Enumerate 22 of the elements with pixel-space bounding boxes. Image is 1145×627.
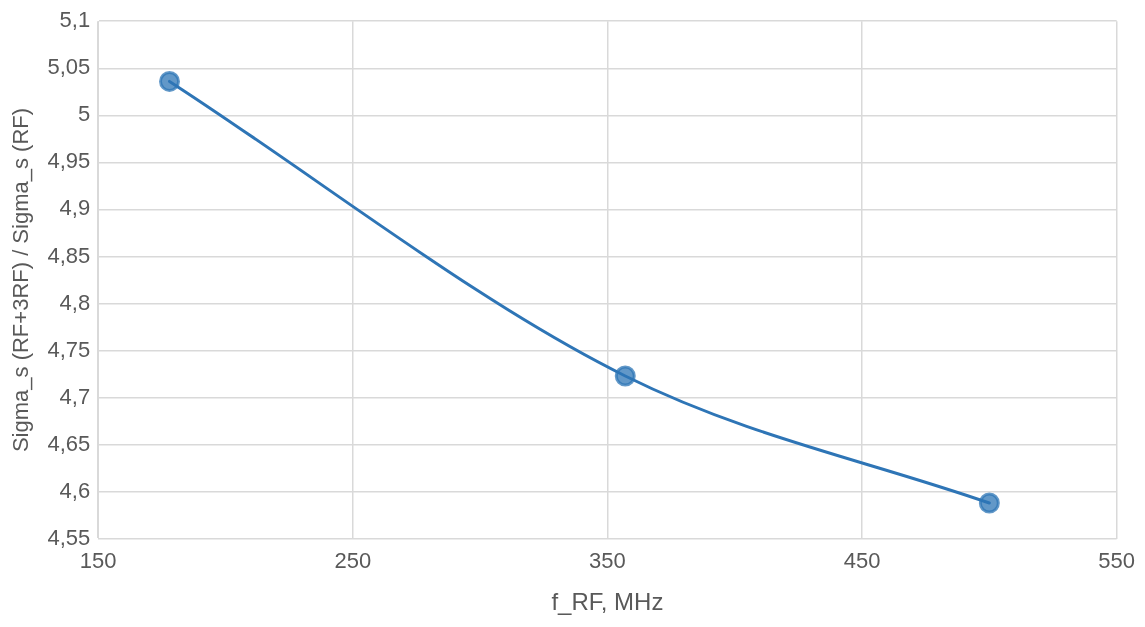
y-tick-label: 4,8 xyxy=(59,289,91,315)
x-tick-label: 350 xyxy=(589,548,626,574)
point xyxy=(978,492,1000,514)
y-tick-label: 5,05 xyxy=(47,54,91,80)
y-tick-label: 5,1 xyxy=(59,7,91,33)
y-tick-label: 4,55 xyxy=(47,524,91,550)
x-axis-title: f_RF, MHz xyxy=(551,588,664,616)
point xyxy=(614,365,636,387)
y-tick-label: 4,95 xyxy=(47,148,91,174)
x-tick-label: 450 xyxy=(843,548,881,574)
y-tick-label: 4,9 xyxy=(59,195,91,221)
point xyxy=(159,70,181,92)
x-tick-label: 150 xyxy=(79,548,117,574)
y-tick-label: 4,85 xyxy=(47,242,91,268)
y-tick-label: 5 xyxy=(77,101,91,127)
x-tick-label: 250 xyxy=(334,548,372,574)
y-tick-label: 4,65 xyxy=(47,430,91,456)
y-tick-label: 4,7 xyxy=(59,383,91,409)
y-tick-label: 4,75 xyxy=(47,336,91,362)
x-tick-label: 550 xyxy=(1098,548,1136,574)
y-axis-title: Sigma_s (RF+3RF) / Sigma_s (RF) xyxy=(8,107,34,453)
y-tick-label: 4,6 xyxy=(59,477,91,503)
